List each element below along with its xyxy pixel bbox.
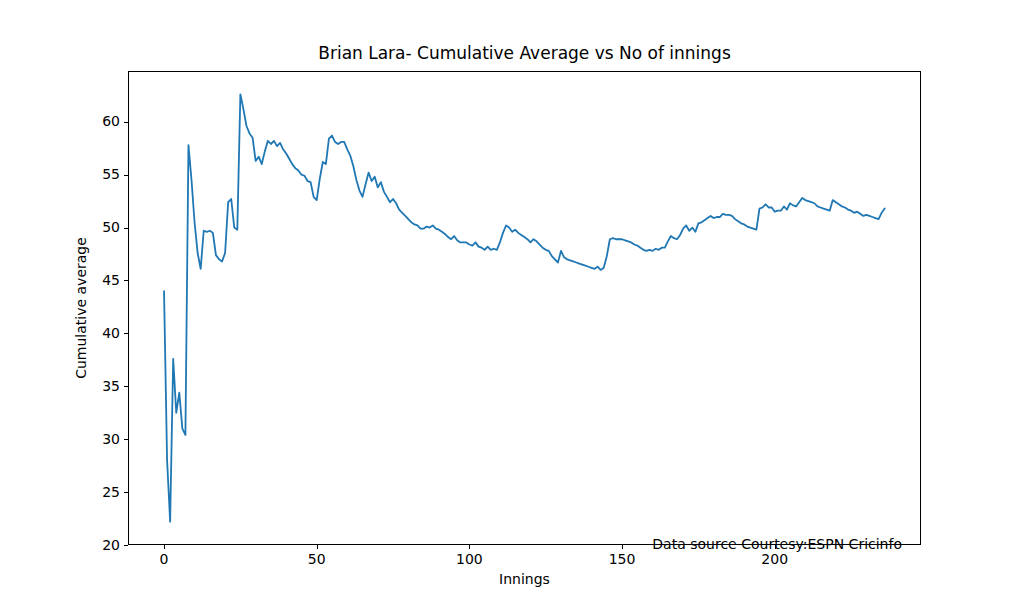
plot-canvas [0,0,1023,614]
y-tick-label: 50 [70,219,120,236]
y-tick-label: 60 [70,113,120,130]
x-tick-label: 200 [761,551,788,567]
axes-spines [129,72,921,545]
cumulative-average-line [164,94,885,521]
x-axis-label: Innings [128,571,921,587]
figure: Brian Lara- Cumulative Average vs No of … [0,0,1023,614]
y-tick-label: 35 [70,378,120,395]
y-tick-label: 20 [70,537,120,554]
y-tick-label: 55 [70,166,120,183]
x-tick-label: 50 [308,551,326,567]
data-source-annotation: Data source Courtesy:ESPN Cricinfo [600,536,902,552]
chart-title: Brian Lara- Cumulative Average vs No of … [128,43,921,63]
y-tick-label: 40 [70,325,120,342]
y-tick-label: 25 [70,484,120,501]
x-tick-label: 150 [609,551,636,567]
y-tick-label: 30 [70,431,120,448]
y-axis-label: Cumulative average [73,237,89,379]
y-tick-label: 45 [70,272,120,289]
x-tick-label: 0 [160,551,169,567]
x-tick-label: 100 [456,551,483,567]
